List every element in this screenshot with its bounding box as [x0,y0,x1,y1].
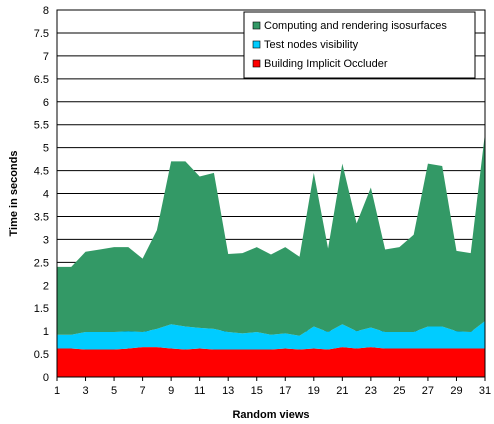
x-tick-label: 1 [54,385,60,397]
x-tick-label: 11 [194,385,205,397]
y-tick-label: 4 [43,189,49,201]
x-tick-label: 31 [479,385,491,397]
legend-swatch [252,40,261,49]
y-tick-label: 4.5 [34,166,49,178]
y-tick-label: 6.5 [34,74,49,86]
y-axis-ticks: 0 0.5 1 1.5 2 2.5 3 3.5 4 4.5 5 5.5 6 6.5 7 7.5 8 [34,5,49,384]
x-tick-label: 27 [422,385,434,397]
y-tick-label: 0.5 [34,349,49,361]
x-tick-label: 25 [393,385,405,397]
area-series-0 [57,347,485,377]
y-tick-label: 5 [43,143,49,155]
x-tick-label: 9 [168,385,174,397]
y-tick-label: 1.5 [34,303,49,315]
area-series-2 [57,132,485,336]
legend-label: Building Implicit Occluder [264,58,388,70]
y-tick-label: 7.5 [34,28,49,40]
legend-label: Test nodes visibility [264,39,359,51]
x-axis-ticks: 1 3 5 7 9 11 13 15 17 19 21 23 25 27 29 31 [54,377,491,397]
x-tick-label: 21 [336,385,348,397]
plot-frame [56,9,486,378]
x-tick-label: 17 [279,385,291,397]
legend: Computing and rendering isosurfaces Test … [243,11,476,79]
y-tick-label: 8 [43,5,49,17]
legend-swatch [252,21,261,30]
x-tick-label: 19 [308,385,320,397]
y-tick-label: 3.5 [34,211,49,223]
x-tick-label: 5 [111,385,117,397]
y-tick-label: 2.5 [34,257,49,269]
legend-label: Computing and rendering isosurfaces [264,20,447,32]
y-tick-label: 0 [43,372,49,384]
y-tick-label: 5.5 [34,120,49,132]
x-tick-label: 7 [140,385,146,397]
x-tick-label: 13 [222,385,234,397]
y-tick-label: 2 [43,280,49,292]
x-axis-title: Random views [232,409,309,421]
x-tick-label: 29 [450,385,462,397]
legend-swatch [252,59,261,68]
area-series [57,132,485,377]
y-tick-label: 1 [43,326,49,338]
area-series-1 [57,321,485,350]
x-tick-label: 23 [365,385,377,397]
x-tick-label: 15 [251,385,263,397]
y-tick-label: 6 [43,97,49,109]
y-tick-label: 7 [43,51,49,63]
y-tick-label: 3 [43,234,49,246]
x-tick-label: 3 [82,385,88,397]
legend-box [243,11,476,79]
y-axis-title: Time in seconds [8,151,20,237]
